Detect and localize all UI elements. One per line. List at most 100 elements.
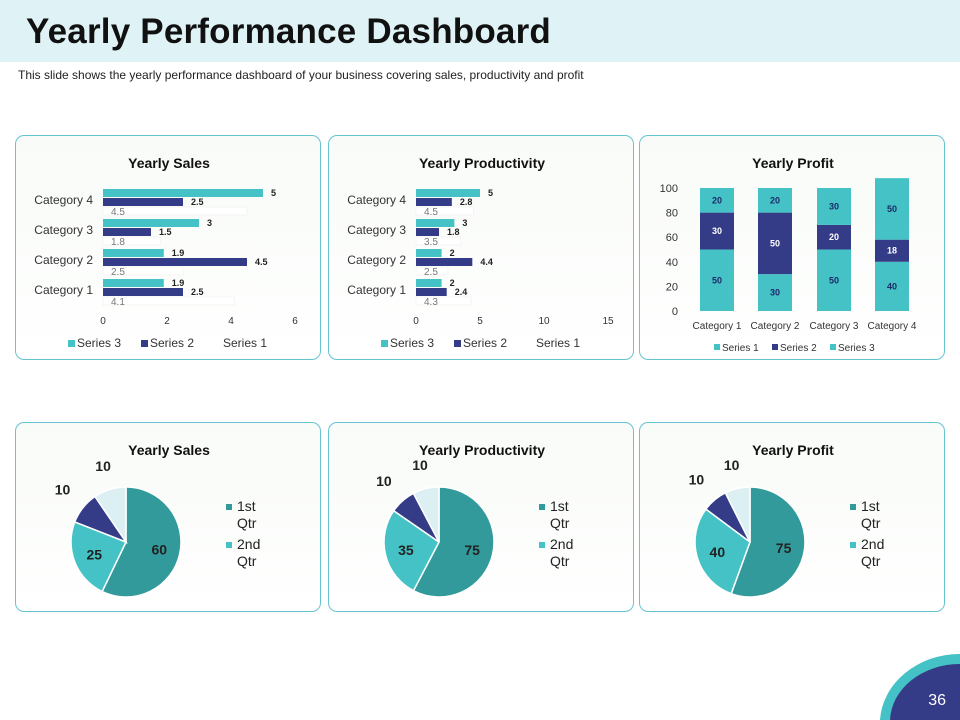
legend-swatch-series-2 xyxy=(772,344,778,350)
pie-slice-1st-qtr xyxy=(412,486,495,598)
bar-series-1-category-2 xyxy=(102,266,184,276)
bar-series-2-category-3 xyxy=(416,228,440,236)
legend-swatch-series-3 xyxy=(381,340,388,347)
category-label-category-4: Category 4 xyxy=(868,321,917,332)
data-label-series-2-category-2: 4.5 xyxy=(255,257,268,267)
chart-title: Yearly Productivity xyxy=(419,442,545,458)
data-label-series-3-category-4: 50 xyxy=(887,204,897,214)
category-label-category-3: Category 3 xyxy=(34,223,93,237)
bar-series-3-category-3 xyxy=(817,188,851,225)
sales-pie-card: Yearly Sales 60 25 10 10 1st Qtr 2nd Qtr xyxy=(15,422,321,612)
bar-series-2-category-1 xyxy=(416,288,447,296)
productivity-pie-card: Yearly Productivity 75 35 10 10 1st Qtr 2nd Qtr xyxy=(328,422,634,612)
profit-pie-card: Yearly Profit 75 40 10 10 1st Qtr 2nd Qtr xyxy=(639,422,945,612)
bar-series-1-category-1 xyxy=(415,296,472,306)
data-label-series-3-category-2: 20 xyxy=(770,195,780,205)
bar-series-3-category-3 xyxy=(416,219,455,227)
data-label-series-2-category-4: 18 xyxy=(887,246,897,256)
data-label-series-2-category-3: 1.8 xyxy=(447,227,460,237)
data-label-series-2-category-1: 2.4 xyxy=(455,287,468,297)
data-label-series-3-category-4: 5 xyxy=(488,188,493,198)
pie-label-1st-qtr: 75 xyxy=(776,540,792,556)
y-tick-label-100: 100 xyxy=(660,183,678,195)
pie-slice-2nd-qtr xyxy=(70,520,128,593)
bar-series-2-category-1 xyxy=(103,288,183,296)
x-tick-label-2: 2 xyxy=(164,316,170,327)
data-label-series-2-category-2: 50 xyxy=(770,238,780,248)
page-number: 36 xyxy=(928,692,946,709)
bar-series-1-category-2 xyxy=(415,266,449,276)
x-tick-label-4: 4 xyxy=(228,316,234,327)
legend-swatch-series-2 xyxy=(454,340,461,347)
profit-stacked-chart: Yearly Profit 0 20 40 60 80 100 50 30 20 Category … xyxy=(660,155,917,354)
legend-label-series-3: Series 3 xyxy=(390,336,434,350)
bar-series-1-category-4 xyxy=(875,261,909,311)
category-label-category-4: Category 4 xyxy=(34,193,93,207)
pie-slice-4th-qtr xyxy=(412,486,440,543)
data-label-series-3-category-4: 5 xyxy=(271,188,276,198)
legend-label-series-2: Series 2 xyxy=(150,336,194,350)
data-label-series-2-category-2: 4.4 xyxy=(480,257,493,267)
pie-slice-4th-qtr xyxy=(724,486,751,543)
category-label-category-4: Category 4 xyxy=(347,193,406,207)
title-bar: Yearly Performance Dashboard xyxy=(0,0,960,62)
data-label-series-1-category-4: 4.5 xyxy=(424,207,438,218)
chart-title: Yearly Profit xyxy=(752,155,834,171)
category-label-category-3: Category 3 xyxy=(810,321,859,332)
legend-label-1st-qtr-line2: Qtr xyxy=(861,515,881,531)
data-label-series-1-category-2: 30 xyxy=(770,288,780,298)
bar-series-2-category-4 xyxy=(875,239,909,262)
legend-label-2nd-qtr-line1: 2nd xyxy=(861,536,884,552)
legend-label-1st-qtr-line2: Qtr xyxy=(550,515,570,531)
bar-series-3-category-2 xyxy=(416,249,442,257)
page-subtitle: This slide shows the yearly performance … xyxy=(18,68,584,82)
data-label-series-3-category-1: 2 xyxy=(450,278,455,288)
x-tick-label-15: 15 xyxy=(602,316,614,327)
legend-swatch-series-1 xyxy=(526,339,535,348)
legend-swatch-series-3 xyxy=(830,344,836,350)
legend-swatch-2nd-qtr xyxy=(850,542,856,548)
bar-series-1-category-2 xyxy=(758,274,792,311)
legend-label-series-2: Series 2 xyxy=(780,343,817,354)
data-label-series-1-category-3: 50 xyxy=(829,275,839,285)
legend-swatch-1st-qtr xyxy=(226,504,232,510)
data-label-series-3-category-3: 3 xyxy=(462,218,467,228)
data-label-series-3-category-3: 30 xyxy=(829,201,839,211)
data-label-series-2-category-3: 20 xyxy=(829,232,839,242)
x-tick-label-0: 0 xyxy=(100,316,106,327)
data-label-series-1-category-4: 40 xyxy=(887,281,897,291)
category-label-category-2: Category 2 xyxy=(751,321,800,332)
data-label-series-2-category-4: 2.8 xyxy=(460,197,473,207)
pie-label-1st-qtr: 75 xyxy=(464,542,480,558)
data-label-series-1-category-2: 2.5 xyxy=(424,267,438,278)
pie-slice-1st-qtr xyxy=(730,486,806,598)
category-label-category-3: Category 3 xyxy=(347,223,406,237)
bar-series-3-category-1 xyxy=(103,279,164,287)
x-tick-label-0: 0 xyxy=(413,316,419,327)
data-label-series-1-category-1: 50 xyxy=(712,275,722,285)
data-label-series-3-category-3: 3 xyxy=(207,218,212,228)
pie-label-3rd-qtr: 10 xyxy=(55,482,71,498)
data-label-series-1-category-2: 2.5 xyxy=(111,267,125,278)
data-label-series-2-category-4: 2.5 xyxy=(191,197,204,207)
pie-label-4th-qtr: 10 xyxy=(95,458,111,474)
bar-series-3-category-3 xyxy=(103,219,199,227)
sales-bar-chart: Yearly Sales Category 1 1.9 2.5 4.1 Category … xyxy=(34,155,298,350)
bar-series-2-category-2 xyxy=(758,212,792,275)
bar-series-1-category-3 xyxy=(102,236,161,246)
category-label-category-1: Category 1 xyxy=(347,283,406,297)
pie-label-3rd-qtr: 10 xyxy=(376,473,392,489)
bar-series-2-category-4 xyxy=(416,198,452,206)
data-label-series-3-category-2: 1.9 xyxy=(172,248,185,258)
legend-swatch-2nd-qtr xyxy=(539,542,545,548)
legend-label-1st-qtr-line1: 1st xyxy=(237,498,256,514)
bar-series-2-category-4 xyxy=(103,198,183,206)
data-label-series-1-category-3: 3.5 xyxy=(424,237,438,248)
pie-slice-1st-qtr xyxy=(101,486,182,598)
bar-series-2-category-3 xyxy=(817,224,851,250)
legend-label-series-1: Series 1 xyxy=(536,336,580,350)
